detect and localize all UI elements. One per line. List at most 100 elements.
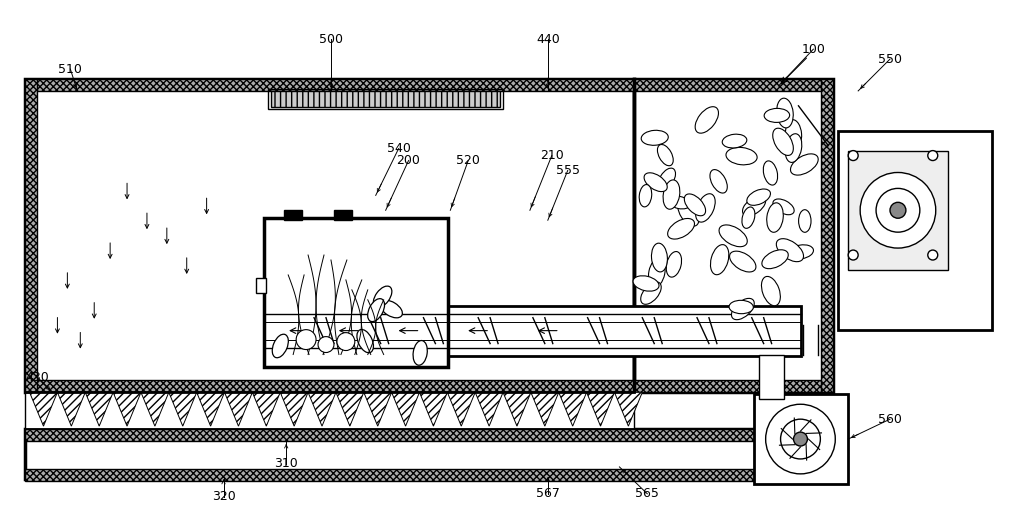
- Ellipse shape: [669, 196, 690, 209]
- Text: 565: 565: [635, 487, 659, 500]
- Ellipse shape: [641, 282, 662, 304]
- Polygon shape: [308, 392, 336, 426]
- Bar: [256, 278, 266, 293]
- Polygon shape: [252, 392, 281, 426]
- Ellipse shape: [773, 199, 795, 215]
- Bar: [25, 469, 834, 481]
- Polygon shape: [85, 392, 113, 426]
- Ellipse shape: [695, 107, 719, 133]
- Ellipse shape: [763, 161, 777, 185]
- Ellipse shape: [658, 168, 676, 191]
- Ellipse shape: [651, 243, 668, 272]
- Polygon shape: [587, 392, 614, 426]
- Text: 310: 310: [274, 457, 298, 470]
- Ellipse shape: [374, 286, 392, 308]
- Text: 320: 320: [212, 490, 236, 503]
- Circle shape: [337, 333, 355, 351]
- Bar: [25, 392, 634, 429]
- Bar: [268, 89, 503, 109]
- Ellipse shape: [695, 194, 715, 222]
- Circle shape: [877, 188, 920, 232]
- Ellipse shape: [644, 173, 668, 192]
- Ellipse shape: [664, 180, 680, 209]
- Circle shape: [794, 432, 808, 446]
- Polygon shape: [364, 392, 391, 426]
- Ellipse shape: [776, 98, 794, 128]
- Ellipse shape: [785, 134, 802, 162]
- Bar: [334, 211, 352, 220]
- Ellipse shape: [357, 330, 374, 353]
- Ellipse shape: [657, 144, 673, 166]
- Ellipse shape: [764, 108, 790, 122]
- Ellipse shape: [648, 258, 666, 287]
- Circle shape: [296, 330, 316, 350]
- Text: 555: 555: [556, 164, 580, 177]
- Text: 210: 210: [540, 149, 563, 162]
- Bar: [754, 394, 848, 484]
- Ellipse shape: [711, 245, 729, 275]
- Ellipse shape: [710, 170, 727, 193]
- Ellipse shape: [742, 207, 755, 228]
- Bar: [839, 131, 992, 330]
- Text: 100: 100: [802, 43, 825, 56]
- Bar: [759, 354, 783, 400]
- Ellipse shape: [731, 298, 755, 320]
- Text: 567: 567: [536, 487, 560, 500]
- Circle shape: [848, 250, 858, 260]
- Ellipse shape: [641, 130, 669, 145]
- Bar: [821, 79, 834, 392]
- Ellipse shape: [767, 203, 783, 232]
- Circle shape: [780, 419, 820, 459]
- Text: 510: 510: [58, 62, 82, 76]
- Text: 550: 550: [878, 52, 902, 66]
- Text: 500: 500: [318, 33, 343, 46]
- Bar: [264, 306, 802, 355]
- Polygon shape: [281, 392, 308, 426]
- Polygon shape: [503, 392, 530, 426]
- Ellipse shape: [639, 185, 651, 207]
- Ellipse shape: [729, 300, 754, 314]
- Ellipse shape: [742, 196, 766, 216]
- Ellipse shape: [776, 239, 804, 261]
- Text: 520: 520: [457, 154, 480, 167]
- Ellipse shape: [726, 148, 757, 165]
- Text: 440: 440: [536, 33, 560, 46]
- Polygon shape: [113, 392, 141, 426]
- Ellipse shape: [667, 251, 682, 277]
- Ellipse shape: [668, 218, 694, 239]
- Circle shape: [860, 173, 936, 248]
- Bar: [634, 79, 834, 91]
- Polygon shape: [559, 392, 587, 426]
- Bar: [848, 151, 947, 270]
- Bar: [25, 79, 634, 91]
- Bar: [271, 91, 500, 107]
- Ellipse shape: [762, 250, 788, 269]
- Circle shape: [890, 202, 906, 218]
- Polygon shape: [447, 392, 475, 426]
- Polygon shape: [197, 392, 224, 426]
- Polygon shape: [420, 392, 447, 426]
- Circle shape: [928, 151, 938, 161]
- Ellipse shape: [773, 128, 794, 155]
- Ellipse shape: [799, 209, 811, 232]
- Ellipse shape: [788, 245, 813, 259]
- Bar: [285, 211, 302, 220]
- Bar: [25, 429, 834, 479]
- Polygon shape: [141, 392, 169, 426]
- Polygon shape: [30, 392, 57, 426]
- Bar: [264, 218, 449, 368]
- Ellipse shape: [368, 299, 385, 322]
- Circle shape: [848, 151, 858, 161]
- Bar: [634, 79, 834, 392]
- Text: 430: 430: [26, 371, 49, 384]
- Circle shape: [766, 404, 836, 474]
- Ellipse shape: [380, 300, 402, 318]
- Ellipse shape: [678, 200, 699, 226]
- Polygon shape: [391, 392, 420, 426]
- Bar: [25, 79, 634, 392]
- Polygon shape: [530, 392, 559, 426]
- Polygon shape: [224, 392, 252, 426]
- Polygon shape: [169, 392, 197, 426]
- Circle shape: [318, 337, 334, 352]
- Ellipse shape: [791, 154, 818, 175]
